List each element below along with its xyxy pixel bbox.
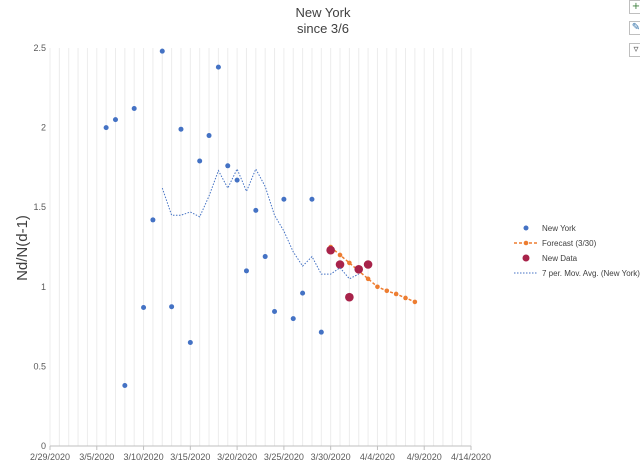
data-point xyxy=(159,48,165,54)
legend-item: New Data xyxy=(522,254,578,263)
chart-styles-icon[interactable]: ✎ xyxy=(629,21,640,35)
new-data-point xyxy=(354,264,364,274)
legend-item: Forecast (3/30) xyxy=(514,239,597,248)
forecast-line xyxy=(330,246,416,303)
data-point xyxy=(318,329,324,335)
data-point xyxy=(234,177,240,183)
data-point xyxy=(290,316,296,322)
data-point xyxy=(206,133,212,139)
forecast-point xyxy=(393,291,399,297)
chart-elements-icon[interactable]: + xyxy=(629,0,640,14)
x-tick-label: 4/9/2020 xyxy=(407,452,442,462)
data-point xyxy=(309,196,315,202)
data-point xyxy=(225,163,231,169)
forecast-point xyxy=(347,260,352,266)
new-data-point xyxy=(345,292,354,302)
legend-label: New Data xyxy=(542,254,578,263)
x-tick-label: 3/30/2020 xyxy=(311,452,351,462)
legend-marker xyxy=(523,225,529,231)
series-3 xyxy=(161,167,359,280)
data-point xyxy=(300,290,306,296)
y-tick-label: 2 xyxy=(41,123,46,133)
forecast-point xyxy=(365,276,371,282)
x-tick-label: 3/25/2020 xyxy=(264,452,304,462)
x-tick-label: 4/4/2020 xyxy=(360,452,395,462)
data-point xyxy=(178,126,184,132)
legend-label: 7 per. Mov. Avg. (New York) xyxy=(542,269,640,278)
grid xyxy=(49,48,472,446)
chart-title: New York xyxy=(296,5,351,20)
series-2 xyxy=(326,245,373,302)
moving-average-line xyxy=(161,167,359,280)
x-tick-label: 4/14/2020 xyxy=(451,452,491,462)
data-point xyxy=(141,304,147,310)
legend: New York Forecast (3/30) New Data 7 per. Mo… xyxy=(514,224,640,278)
data-point xyxy=(169,304,175,310)
forecast-point xyxy=(375,284,380,290)
data-point xyxy=(215,64,221,70)
data-point xyxy=(150,217,156,223)
new-data-point xyxy=(326,245,335,255)
forecast-point xyxy=(403,295,408,301)
data-point xyxy=(131,105,137,111)
y-tick-label: 0.5 xyxy=(33,361,46,371)
data-point xyxy=(262,254,268,260)
forecast-point xyxy=(337,252,343,258)
forecast-point xyxy=(412,299,418,305)
data-point xyxy=(122,383,128,389)
x-axis-ticks: 2/29/2020 3/5/2020 3/10/2020 3/15/2020 3/20/… xyxy=(30,446,491,462)
legend-marker xyxy=(522,254,530,262)
legend-item: 7 per. Mov. Avg. (New York) xyxy=(514,269,640,278)
y-tick-label: 1 xyxy=(41,282,46,292)
y-axis-label: Nd/N(d-1) xyxy=(14,215,31,281)
x-tick-label: 3/20/2020 xyxy=(217,452,257,462)
data-point xyxy=(253,207,259,213)
data-point xyxy=(243,268,249,274)
y-tick-label: 2.5 xyxy=(33,43,46,53)
y-tick-label: 1.5 xyxy=(33,202,46,212)
legend-marker xyxy=(523,240,529,246)
legend-label: New York xyxy=(542,224,577,233)
chart-subtitle: since 3/6 xyxy=(297,21,349,36)
data-point xyxy=(281,196,287,202)
x-tick-label: 2/29/2020 xyxy=(30,452,70,462)
data-point xyxy=(272,308,278,314)
new-data-point xyxy=(335,260,345,269)
series-0 xyxy=(103,48,324,389)
forecast-point xyxy=(384,288,390,294)
x-tick-label: 3/10/2020 xyxy=(124,452,164,462)
legend-item: New York xyxy=(523,224,577,233)
new-data-point xyxy=(363,260,373,269)
y-tick-label: 0 xyxy=(41,441,46,451)
chart-filters-icon[interactable]: ▿ xyxy=(629,43,640,57)
x-tick-label: 3/5/2020 xyxy=(79,452,114,462)
plot-area xyxy=(103,48,418,389)
x-tick-label: 3/15/2020 xyxy=(170,452,210,462)
y-axis-ticks: 0 0.5 1 1.5 2 2.5 xyxy=(33,43,46,451)
data-point xyxy=(197,158,203,164)
data-point xyxy=(112,117,118,123)
legend-label: Forecast (3/30) xyxy=(542,239,597,248)
data-point xyxy=(187,340,193,346)
data-point xyxy=(103,125,109,131)
